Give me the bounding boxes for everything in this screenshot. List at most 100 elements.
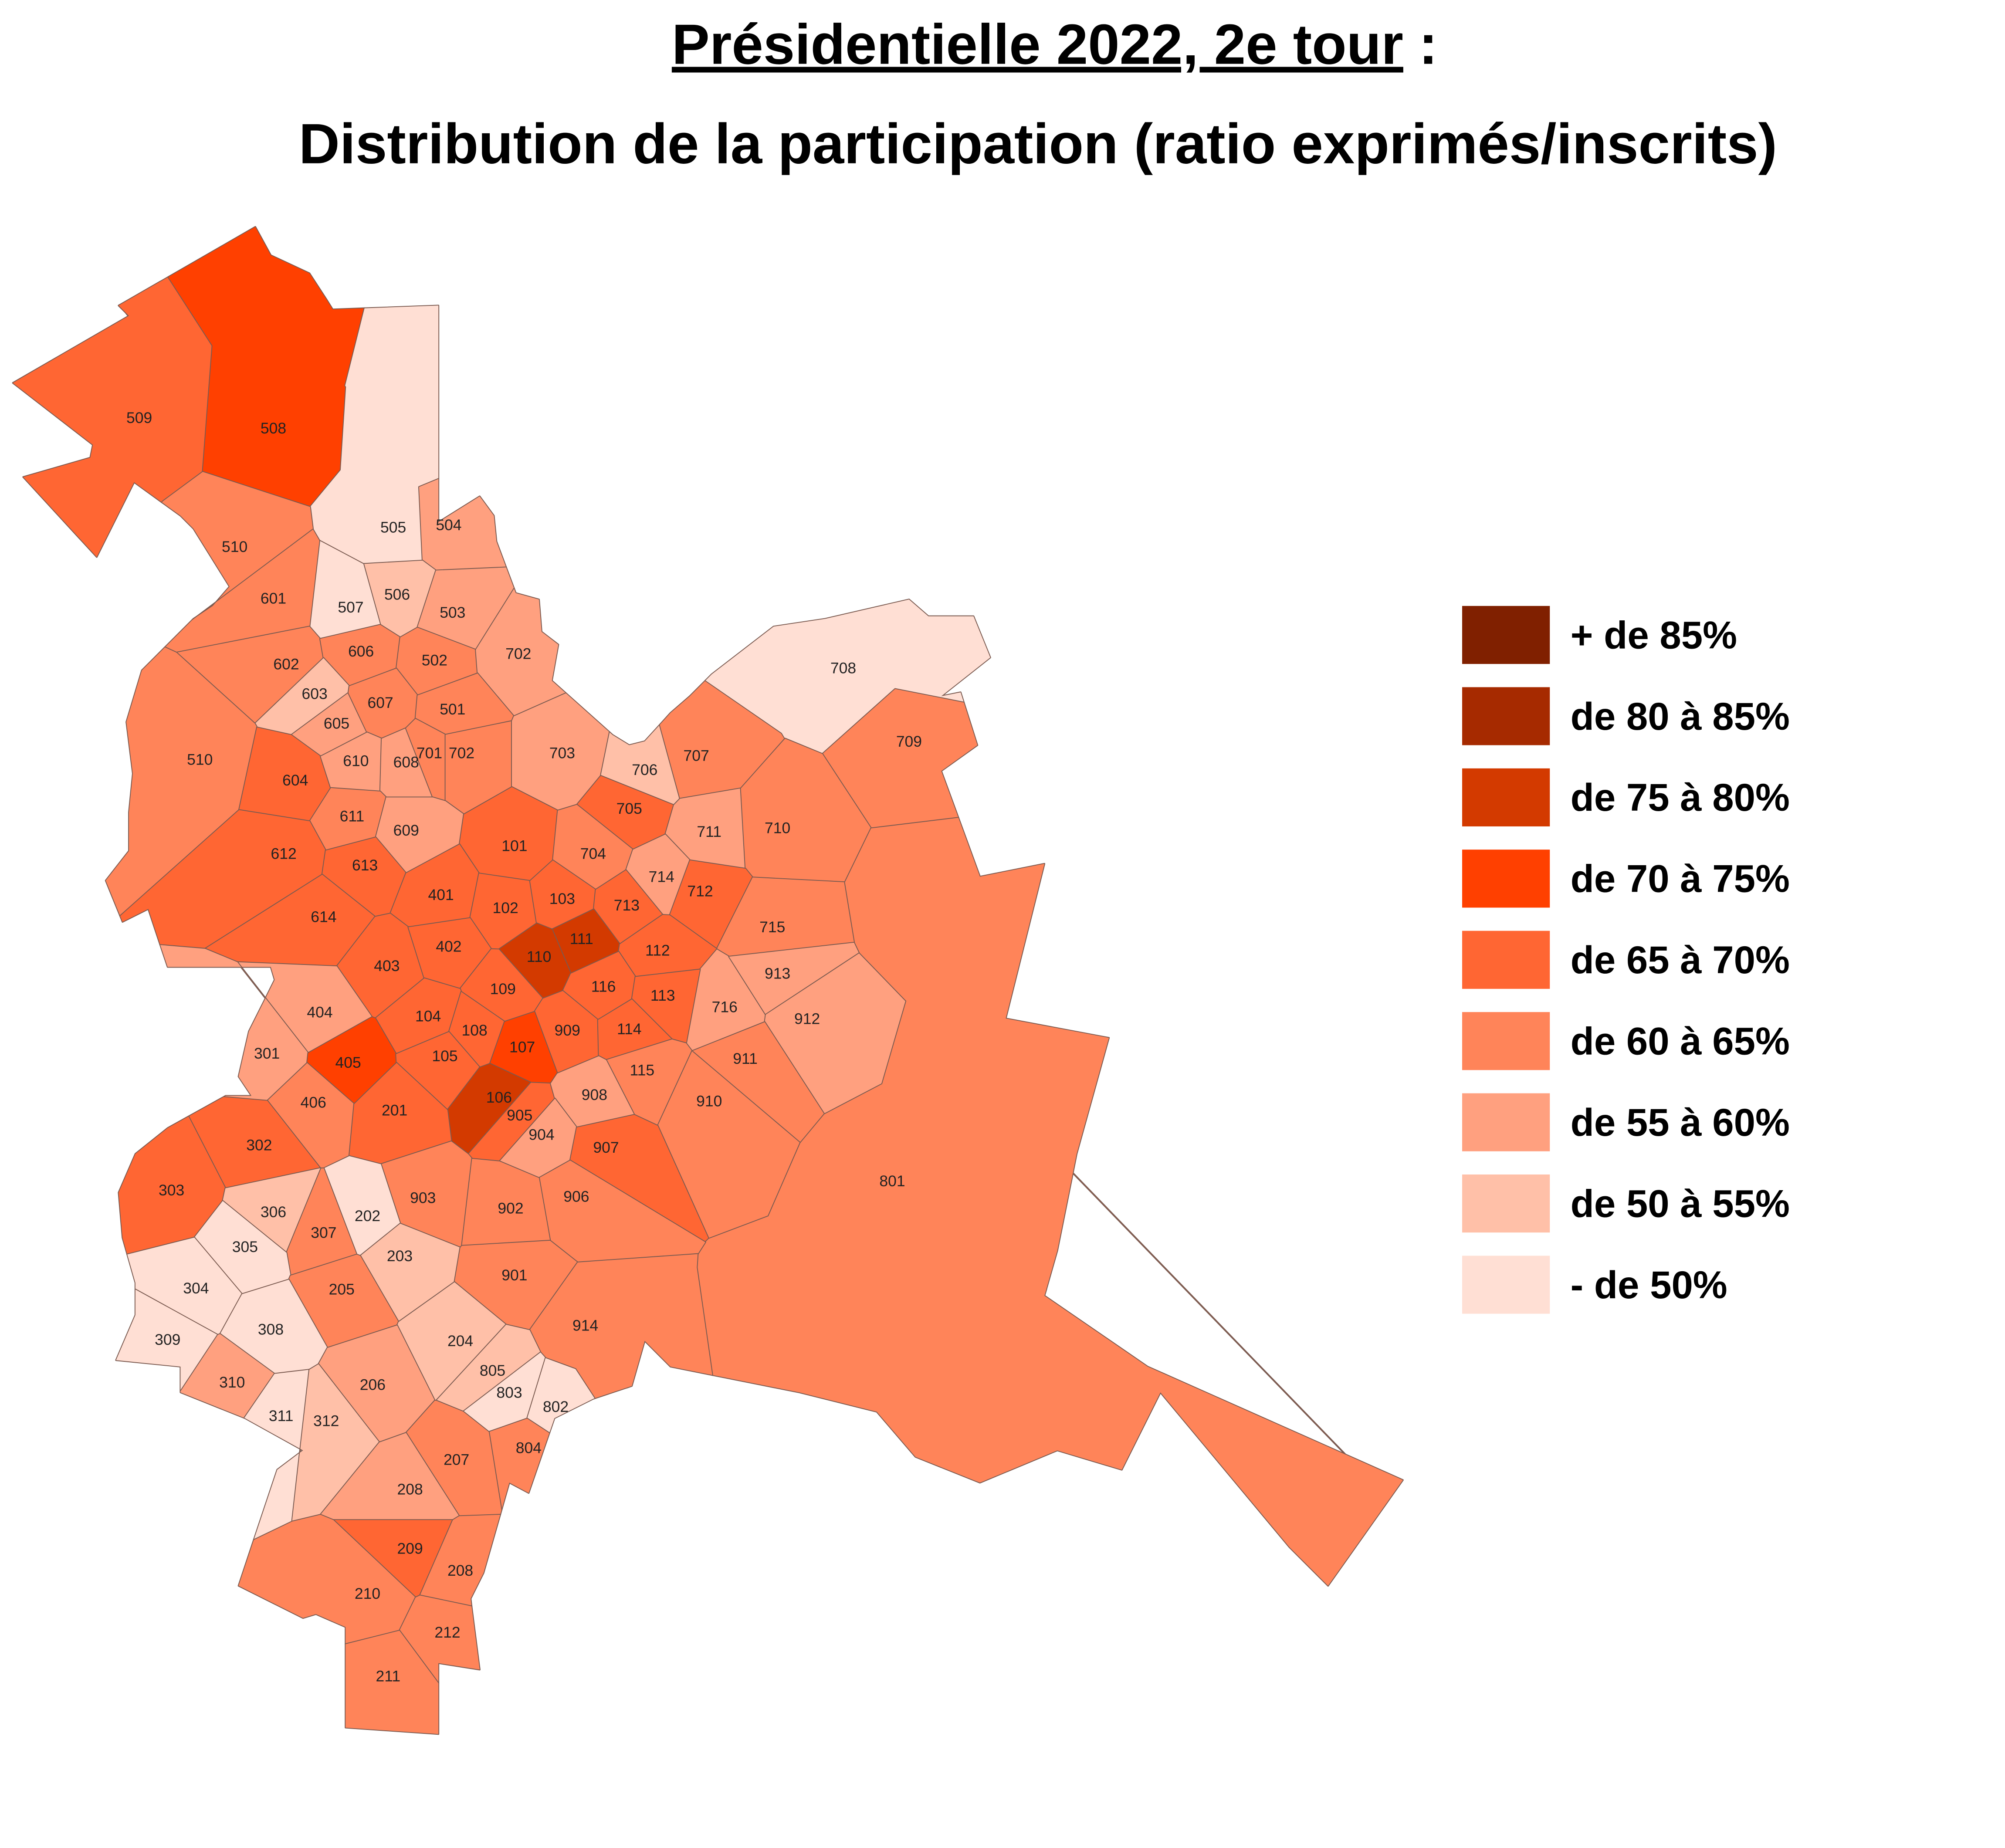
legend-swatch [1462,687,1550,745]
district [511,693,610,811]
district-label: 605 [324,715,349,732]
district-label: 109 [490,980,516,998]
district-label: 910 [696,1093,722,1110]
district [449,992,505,1068]
district [445,721,512,815]
district-label: 607 [367,694,393,711]
district [534,991,599,1074]
district [420,1514,501,1607]
district [220,1279,328,1374]
district [488,1418,549,1510]
district-label: 606 [348,643,374,660]
district [552,909,620,974]
district-label: 704 [580,845,606,862]
district-label: 906 [563,1188,589,1205]
district [162,472,313,620]
district-label: 707 [684,747,709,765]
district-label: 901 [501,1266,527,1284]
district [551,1056,634,1127]
district-label: 608 [393,753,419,771]
district [180,1334,275,1418]
district-label: 716 [712,998,738,1016]
district-label: 709 [896,733,922,750]
district-label: 310 [219,1374,245,1391]
district [322,837,406,917]
district [419,479,506,571]
legend-label: de 80 à 85% [1571,695,1790,738]
district [291,693,367,757]
district [176,626,324,724]
district [168,227,365,507]
district [120,810,326,949]
district [417,567,514,650]
districts [12,226,1404,1735]
district [632,969,700,1043]
district [320,625,400,686]
district [286,1168,357,1276]
district [165,529,320,653]
district-label: 103 [549,890,575,907]
district [396,627,478,696]
district-label: 601 [261,589,286,607]
district [570,1114,709,1242]
district-label: 609 [393,822,419,839]
district-label: 403 [374,957,400,975]
district [396,1032,480,1110]
district [160,945,308,1101]
district [288,1254,399,1348]
district [462,1158,550,1246]
legend-swatch [1462,768,1550,826]
district-label: 905 [507,1107,532,1124]
district [499,923,571,999]
district-label: 603 [302,685,328,702]
district [470,873,537,950]
district-label: 610 [343,752,369,769]
district-labels: 509 508 505 504 510 506 507 503 601 602 606 502 702 6… [126,409,922,1685]
district [376,797,464,873]
district [116,1289,218,1391]
district-label: 201 [382,1101,407,1119]
district-label: 612 [271,845,297,862]
district-label: 110 [527,948,552,965]
district-label: 804 [516,1439,542,1457]
district-label: 115 [630,1062,655,1079]
district [686,949,766,1051]
district [468,1083,555,1161]
district-label: 611 [340,808,365,825]
district-label: 509 [126,409,152,426]
district-label: 902 [498,1199,523,1217]
district [292,1364,379,1522]
district-label: 106 [486,1089,512,1106]
district-label: 206 [360,1376,386,1394]
district [321,732,382,792]
district [660,680,786,799]
legend-swatch [1462,1174,1550,1233]
district-label: 311 [269,1407,294,1425]
legend-swatch [1462,1093,1550,1151]
legend-label: de 50 à 55% [1571,1182,1790,1225]
district [626,834,690,915]
district-label: 713 [614,897,640,914]
district-label: 703 [549,745,575,762]
district [408,918,491,989]
legend-swatch [1462,931,1550,989]
district-label: 701 [417,745,442,762]
district [399,1595,480,1683]
district [244,1370,310,1540]
district [105,647,257,916]
district-label: 406 [301,1094,326,1111]
legend-label: de 55 à 60% [1571,1101,1790,1144]
district [406,718,446,802]
district [119,1116,226,1255]
district-label: 907 [593,1139,619,1156]
district [239,727,331,822]
district-label: 404 [307,1003,332,1021]
district-label: 711 [697,823,721,840]
district [697,818,1403,1586]
legend-swatch [1462,1012,1550,1070]
district [657,1051,800,1239]
district-label: 308 [258,1320,284,1338]
district [348,668,418,739]
district [529,1254,712,1398]
